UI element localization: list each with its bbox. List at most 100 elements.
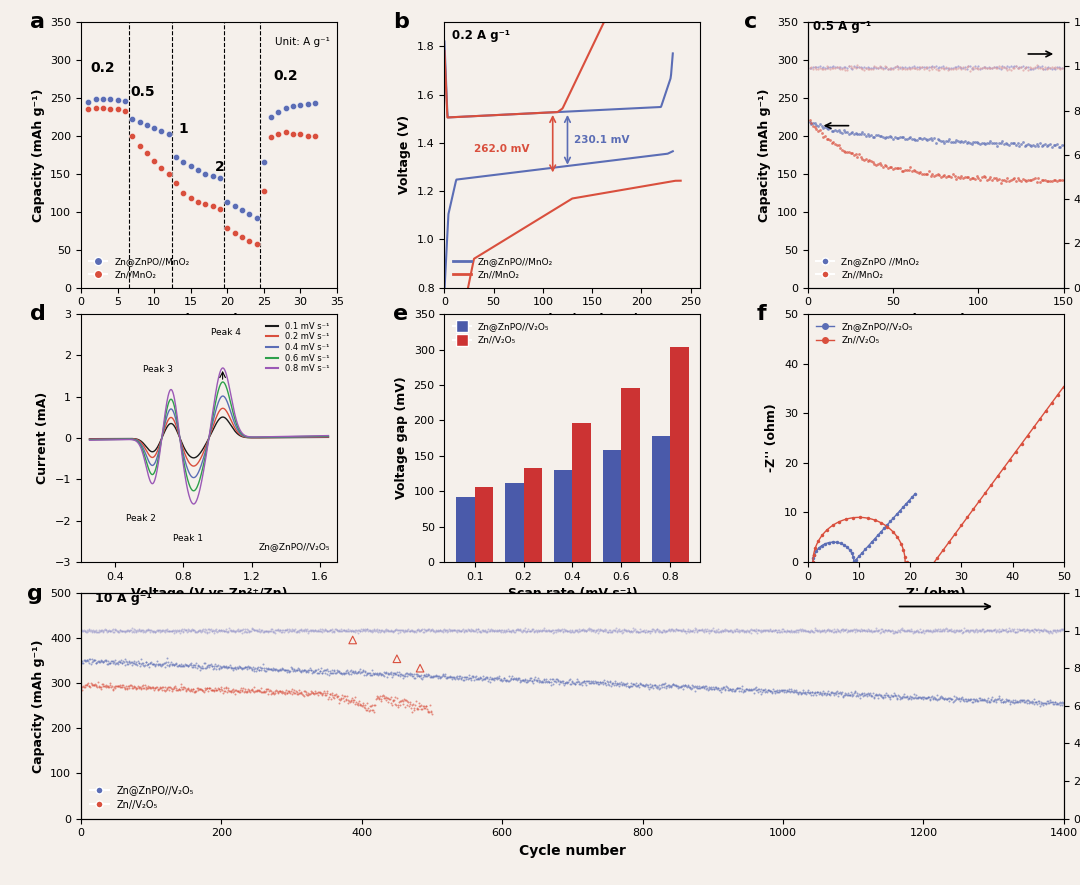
- Point: [770, 625, 787, 639]
- Point: [282, 684, 299, 698]
- Point: [227, 624, 244, 638]
- Point: [924, 624, 942, 638]
- Point: [940, 63, 957, 77]
- Point: [968, 169, 985, 183]
- Point: [931, 134, 948, 148]
- Point: [715, 623, 732, 637]
- Point: [998, 691, 1015, 705]
- Point: [460, 623, 477, 637]
- Point: [559, 624, 577, 638]
- Point: [684, 677, 701, 691]
- Point: [341, 664, 359, 678]
- Point: [644, 678, 661, 692]
- Point: [339, 666, 356, 680]
- Point: [631, 677, 648, 691]
- Point: [705, 624, 723, 638]
- Point: [846, 684, 863, 698]
- Point: [1018, 622, 1036, 636]
- Point: [378, 666, 395, 681]
- Point: [328, 623, 346, 637]
- Point: [997, 173, 1014, 188]
- Point: [539, 623, 556, 637]
- Point: [811, 61, 828, 75]
- Point: [127, 682, 145, 696]
- Point: [909, 623, 927, 637]
- Point: [903, 60, 920, 74]
- Point: [917, 167, 934, 181]
- Point: [944, 624, 961, 638]
- Point: [79, 625, 96, 639]
- Point: [796, 624, 813, 638]
- Point: [823, 59, 840, 73]
- Point: [314, 688, 332, 702]
- Point: [402, 667, 419, 681]
- Point: [192, 625, 210, 639]
- Point: [346, 693, 363, 707]
- Point: [765, 681, 782, 696]
- Point: [340, 694, 357, 708]
- Point: [132, 624, 149, 638]
- Point: [268, 623, 285, 637]
- Point: [240, 661, 257, 675]
- Point: [1022, 696, 1039, 710]
- Point: [986, 623, 1003, 637]
- Point: [373, 692, 390, 706]
- Point: [625, 624, 643, 638]
- Point: [268, 684, 285, 698]
- Point: [313, 687, 330, 701]
- Point: [498, 673, 515, 688]
- Point: [221, 684, 239, 698]
- Point: [611, 677, 629, 691]
- Point: [773, 625, 791, 639]
- Point: [769, 623, 786, 637]
- Point: [229, 661, 246, 675]
- Point: [1003, 695, 1021, 709]
- Point: [367, 623, 384, 637]
- Text: Peak 4: Peak 4: [211, 327, 241, 337]
- Point: [117, 104, 134, 118]
- Point: [318, 624, 335, 638]
- Point: [188, 625, 205, 639]
- Point: [305, 624, 322, 638]
- Point: [642, 624, 659, 638]
- Point: [782, 682, 799, 696]
- Point: [951, 624, 969, 638]
- Point: [855, 60, 873, 74]
- Point: [609, 677, 626, 691]
- Point: [356, 622, 374, 636]
- Point: [818, 688, 835, 702]
- Point: [940, 691, 957, 705]
- Point: [151, 680, 168, 694]
- Point: [283, 687, 300, 701]
- Point: [274, 685, 292, 699]
- Point: [901, 691, 918, 705]
- Point: [581, 676, 598, 690]
- Point: [993, 136, 1010, 150]
- Point: [389, 623, 406, 637]
- Point: [1021, 59, 1038, 73]
- Point: [919, 690, 936, 704]
- Point: [696, 681, 713, 695]
- Point: [914, 167, 931, 181]
- Point: [577, 623, 594, 637]
- Point: [210, 624, 227, 638]
- Point: [307, 664, 324, 678]
- Point: [771, 622, 788, 636]
- Point: [529, 672, 546, 686]
- Point: [203, 682, 220, 696]
- Point: [336, 666, 353, 681]
- Point: [719, 624, 737, 638]
- Point: [1040, 696, 1057, 711]
- Point: [118, 623, 135, 637]
- Point: [810, 60, 827, 74]
- Point: [875, 62, 892, 76]
- Point: [410, 669, 428, 683]
- Point: [396, 693, 414, 707]
- Point: [576, 624, 593, 638]
- Point: [867, 623, 885, 637]
- Point: [525, 675, 542, 689]
- Point: [923, 689, 941, 704]
- Point: [118, 624, 135, 638]
- Point: [1009, 625, 1026, 639]
- Point: [1047, 624, 1064, 638]
